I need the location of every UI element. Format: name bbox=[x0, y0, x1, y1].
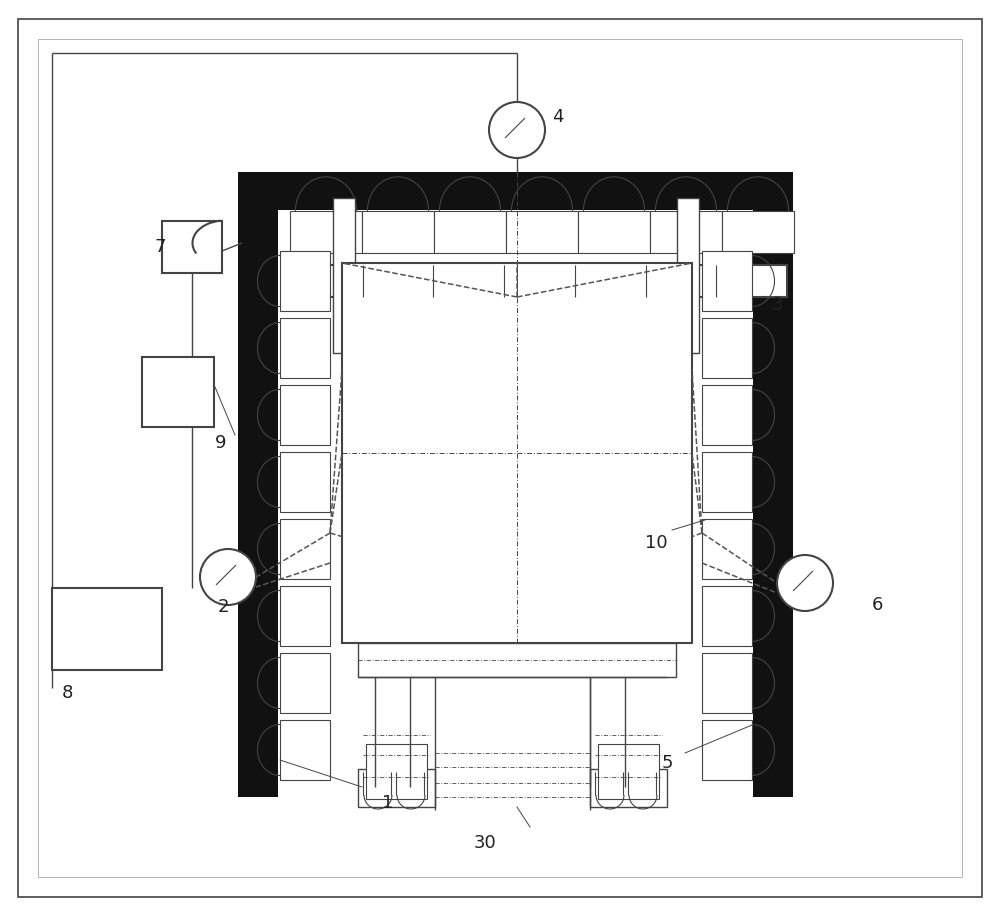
Bar bbox=[650, 211, 722, 253]
Text: 4: 4 bbox=[552, 108, 564, 126]
Bar bbox=[702, 385, 752, 445]
Bar bbox=[753, 210, 793, 797]
Text: 6: 6 bbox=[872, 596, 883, 614]
Text: 9: 9 bbox=[215, 434, 226, 452]
Bar bbox=[280, 318, 330, 378]
Bar bbox=[333, 198, 355, 353]
Bar bbox=[280, 519, 330, 579]
Bar bbox=[162, 221, 222, 273]
Bar bbox=[238, 172, 793, 210]
Text: 8: 8 bbox=[62, 684, 73, 702]
Bar bbox=[358, 769, 435, 807]
Bar bbox=[280, 586, 330, 646]
Bar bbox=[362, 211, 434, 253]
Text: 5: 5 bbox=[662, 754, 674, 772]
Bar bbox=[52, 588, 162, 670]
Bar bbox=[342, 263, 692, 643]
Bar bbox=[702, 519, 752, 579]
Bar bbox=[702, 653, 752, 713]
Bar bbox=[366, 744, 427, 799]
Bar bbox=[280, 251, 330, 311]
Bar bbox=[702, 318, 752, 378]
Circle shape bbox=[200, 549, 256, 605]
Text: 3: 3 bbox=[772, 296, 784, 314]
Bar bbox=[290, 211, 362, 253]
Bar bbox=[358, 643, 676, 677]
Bar bbox=[292, 265, 787, 297]
Bar bbox=[677, 198, 699, 353]
Bar bbox=[598, 744, 659, 799]
Bar bbox=[238, 210, 278, 797]
Bar bbox=[578, 211, 650, 253]
Circle shape bbox=[777, 555, 833, 611]
Bar bbox=[506, 211, 578, 253]
Bar bbox=[280, 720, 330, 780]
Circle shape bbox=[489, 102, 545, 158]
Text: 7: 7 bbox=[155, 238, 166, 256]
Text: 30: 30 bbox=[474, 834, 496, 852]
Text: 1: 1 bbox=[382, 794, 393, 812]
Bar bbox=[702, 251, 752, 311]
Bar bbox=[702, 586, 752, 646]
Bar bbox=[142, 357, 214, 427]
Bar bbox=[722, 211, 794, 253]
Bar bbox=[280, 653, 330, 713]
Bar bbox=[702, 452, 752, 512]
Bar bbox=[280, 385, 330, 445]
Bar bbox=[702, 720, 752, 780]
Bar bbox=[280, 452, 330, 512]
Bar bbox=[590, 769, 667, 807]
Text: 10: 10 bbox=[645, 534, 668, 552]
Bar bbox=[434, 211, 506, 253]
Text: 2: 2 bbox=[218, 598, 230, 616]
